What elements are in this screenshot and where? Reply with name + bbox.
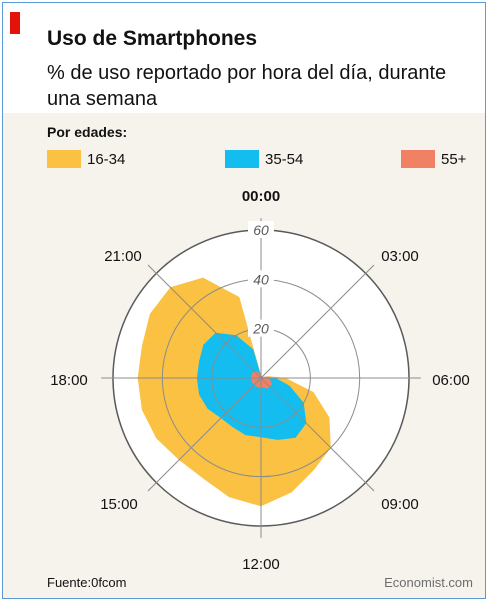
chart-title: Uso de Smartphones <box>47 27 258 50</box>
spoke-9 <box>260 377 375 492</box>
hour-label: 06:00 <box>432 372 470 389</box>
legend-swatch <box>401 150 435 168</box>
legend-label: 16-34 <box>87 150 126 168</box>
source-note: Fuente:0fcom <box>47 575 127 590</box>
legend-item-55plus: 55+ <box>401 148 466 170</box>
series-area-2 <box>196 332 307 440</box>
radial-tick-bg <box>248 319 274 337</box>
legend-item-16-34: 16-34 <box>47 148 125 170</box>
hour-label: 15:00 <box>100 496 138 513</box>
radial-tick-bg <box>248 221 274 238</box>
radial-tick-bg <box>248 270 274 288</box>
hour-label: 00:00 <box>242 188 280 205</box>
hour-label: 21:00 <box>104 248 142 265</box>
hour-label: 18:00 <box>50 372 88 389</box>
hour-label: 03:00 <box>381 248 419 265</box>
hour-label: 12:00 <box>242 556 280 573</box>
spoke-21 <box>147 264 262 379</box>
legend-label: 35-54 <box>265 150 304 168</box>
chart-card: Uso de Smartphones % de uso reportado po… <box>2 2 486 599</box>
brand-note: Economist.com <box>384 575 473 590</box>
chart-header: Uso de Smartphones % de uso reportado po… <box>3 3 485 113</box>
accent-bar <box>10 12 20 34</box>
radial-tick-label: 60 <box>253 222 269 238</box>
hour-label: 09:00 <box>381 496 419 513</box>
legend-item-35-54: 35-54 <box>225 148 303 170</box>
radial-tick-label: 40 <box>253 271 269 287</box>
spoke-15 <box>147 377 262 492</box>
legend-label: 55+ <box>441 150 467 168</box>
legend-swatch <box>47 150 81 168</box>
radial-tick-label: 20 <box>252 321 269 337</box>
polar-chart: 20 40 60 00:00 03:00 06:00 09:00 12:00 15:00 18:0… <box>50 188 470 573</box>
chart-subtitle: % de uso reportado por hora del día, dur… <box>47 62 447 110</box>
legend-swatch <box>225 150 259 168</box>
legend-title: Por edades: <box>47 124 128 140</box>
spoke-3 <box>260 264 375 379</box>
